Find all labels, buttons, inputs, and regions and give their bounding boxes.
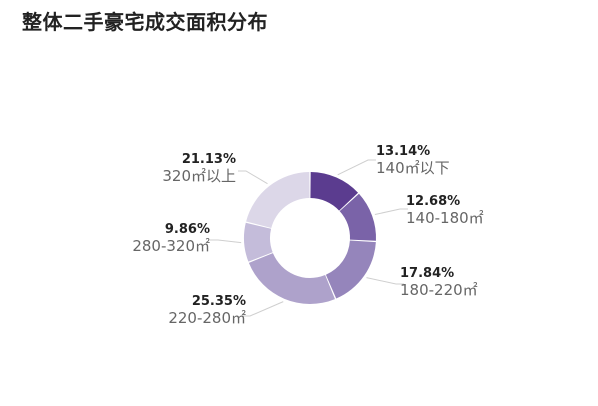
slice-category-label: 280-320㎡	[132, 237, 210, 255]
slice-5	[244, 222, 273, 262]
slice-labels: 13.14%140㎡以下 12.68%140-180㎡ 17.84%180-220㎡…	[132, 144, 483, 327]
slice-category-label: 180-220㎡	[400, 281, 478, 299]
leader-line-2	[374, 208, 408, 216]
slice-2	[339, 193, 376, 241]
leader-lines	[210, 159, 408, 317]
slice-4	[248, 253, 335, 305]
slice-percent-label: 21.13%	[182, 152, 236, 167]
leader-line-4	[242, 301, 284, 317]
leader-line-3	[366, 277, 404, 285]
slice-percent-label: 9.86%	[165, 222, 210, 237]
leader-line-5	[210, 239, 242, 244]
leader-line-1	[337, 159, 376, 176]
slice-percent-label: 17.84%	[400, 266, 454, 281]
slice-category-label: 320㎡以上	[162, 167, 236, 185]
slice-category-label: 140㎡以下	[376, 159, 450, 177]
slice-percent-label: 13.14%	[376, 144, 430, 159]
slice-1	[310, 172, 359, 211]
slice-6	[246, 172, 310, 228]
slice-percent-label: 12.68%	[406, 194, 460, 209]
slice-category-label: 220-280㎡	[168, 309, 246, 327]
donut-slices	[244, 172, 376, 305]
leader-line-6	[238, 170, 268, 185]
slice-3	[325, 240, 376, 299]
slice-percent-label: 25.35%	[192, 294, 246, 309]
chart-title: 整体二手豪宅成交面积分布	[22, 10, 268, 34]
slice-category-label: 140-180㎡	[406, 209, 484, 227]
